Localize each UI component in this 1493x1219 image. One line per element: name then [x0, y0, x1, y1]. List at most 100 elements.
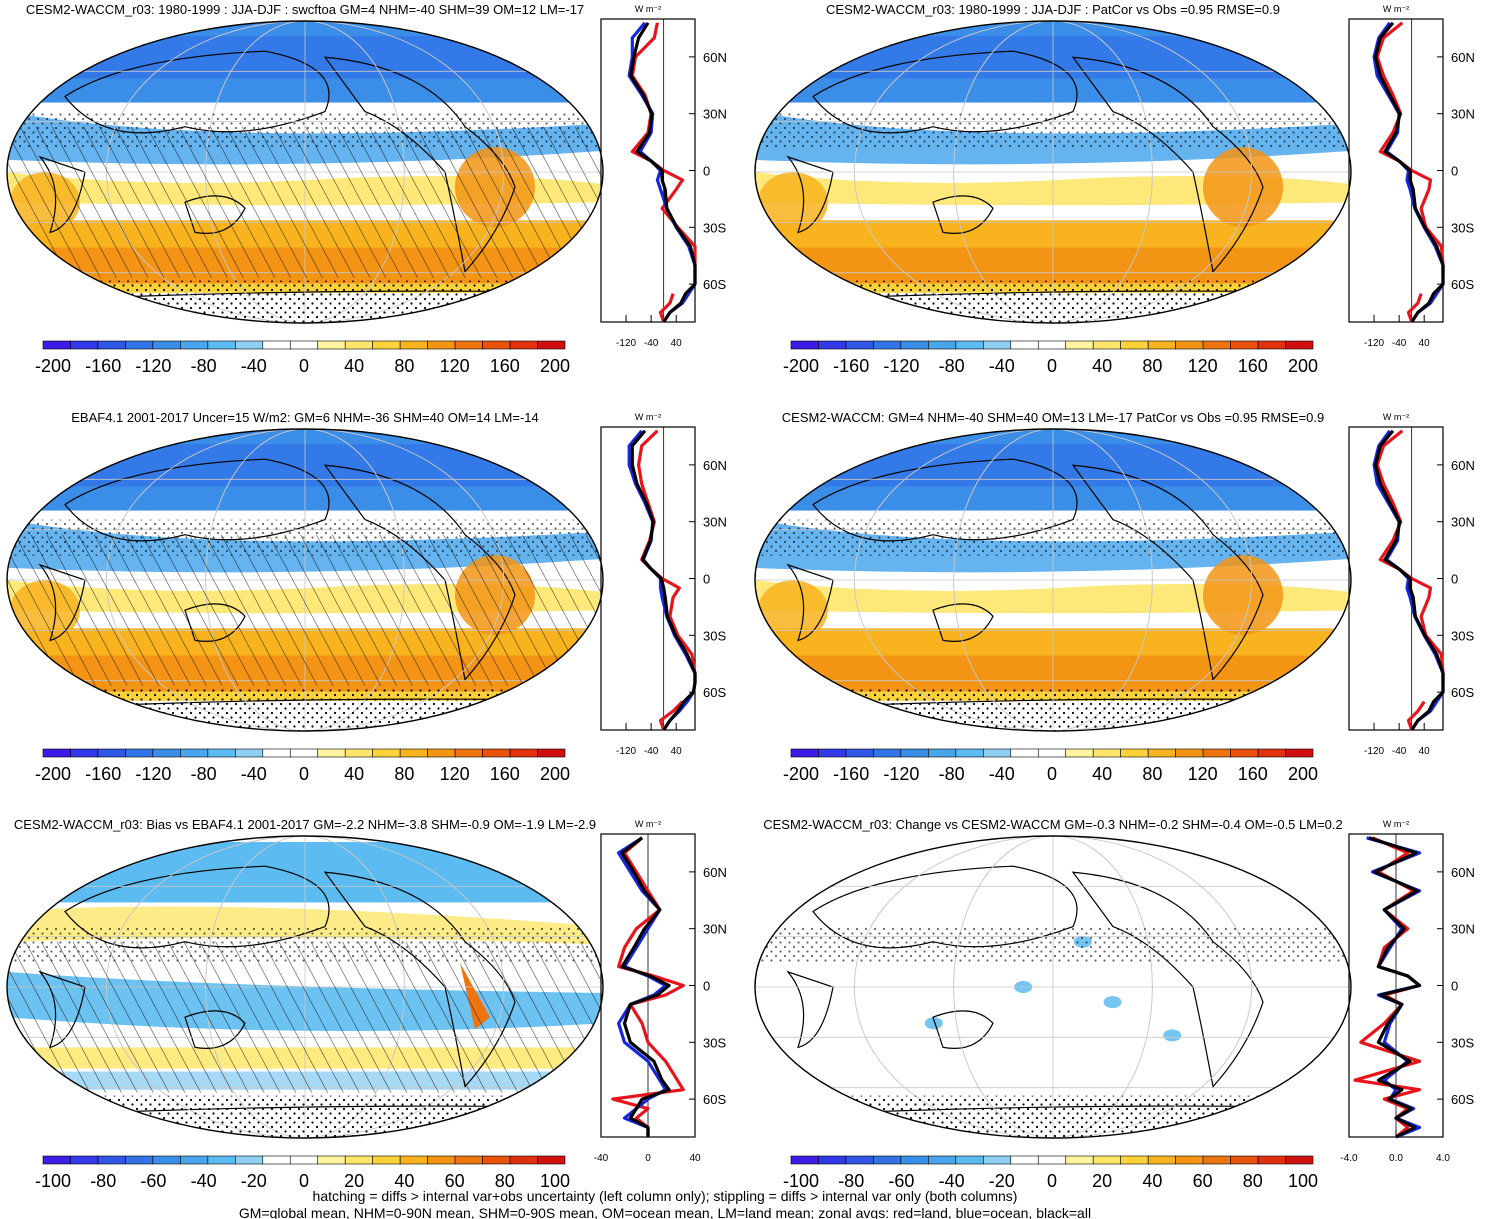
- zonal-units: W m⁻²: [1383, 412, 1409, 422]
- colorbar-swatch: [1065, 748, 1094, 758]
- colorbar-swatch: [262, 1155, 291, 1165]
- colorbar-swatch: [900, 748, 929, 758]
- colorbar-swatch: [427, 1155, 456, 1165]
- colorbar-label: 40: [1142, 1171, 1162, 1191]
- colorbar-label: 40: [394, 1171, 414, 1191]
- colorbar-swatch: [289, 1155, 319, 1165]
- zonal-plot-frame: [1348, 18, 1444, 323]
- colorbar-swatch: [399, 340, 428, 350]
- panel-title: CESM2-WACCM_r03: 1980-1999 : JJA-DJF : s…: [26, 2, 584, 17]
- colorbar-swatch: [97, 1155, 126, 1165]
- colorbar-label: -200: [783, 764, 819, 784]
- lat-tick-label: 0: [1451, 979, 1458, 994]
- zonal-series-all: [1374, 429, 1445, 731]
- colorbar-swatch: [317, 1155, 346, 1165]
- lat-tick-label: 60N: [703, 865, 727, 880]
- coastline: [786, 563, 834, 642]
- colorbar-label: 80: [1142, 356, 1162, 376]
- colorbar-swatch: [152, 340, 181, 350]
- colorbar-label: 60: [1193, 1171, 1213, 1191]
- lat-tick-label: 60S: [703, 1092, 726, 1107]
- colorbar-label: -40: [241, 764, 267, 784]
- colorbar-label: 160: [1238, 356, 1268, 376]
- colorbar-swatch: [1230, 1155, 1259, 1165]
- colorbar-label: 80: [1142, 764, 1162, 784]
- colorbar-swatch: [1147, 340, 1176, 350]
- map-outline: [6, 835, 604, 1139]
- lat-tick-label: 30S: [703, 628, 726, 643]
- zonal-x-tick-label: -40: [594, 1153, 609, 1164]
- colorbar-label: 160: [1238, 764, 1268, 784]
- colorbar-swatch: [1037, 340, 1067, 350]
- colorbar-swatch: [900, 1155, 929, 1165]
- colorbar-swatch: [1092, 748, 1121, 758]
- lat-tick-label: 30N: [703, 515, 727, 530]
- colorbar-swatch: [70, 748, 99, 758]
- colorbar-label: -160: [833, 764, 869, 784]
- colorbar-label: -80: [939, 356, 965, 376]
- lat-tick-label: 30N: [1451, 922, 1475, 937]
- panel-title: CESM2-WACCM_r03: 1980-1999 : JJA-DJF : P…: [826, 2, 1280, 17]
- zonal-x-tick-label: 0.0: [1389, 1153, 1403, 1164]
- colorbar-label: 160: [490, 356, 520, 376]
- zonal-units: W m⁻²: [635, 4, 661, 14]
- zonal-plot-frame: [600, 426, 696, 731]
- colorbar-swatch: [70, 340, 99, 350]
- colorbar-swatch: [1065, 340, 1094, 350]
- colorbar-label: -120: [135, 356, 171, 376]
- map-field: [755, 429, 1351, 731]
- map-field: [755, 836, 1351, 1138]
- colorbar-label: -80: [939, 764, 965, 784]
- colorbar-swatch: [928, 340, 957, 350]
- zonal-x-tick-label: -120: [616, 746, 636, 757]
- colorbar-label: 0: [1047, 356, 1057, 376]
- colorbar-label: 40: [1092, 764, 1112, 784]
- map-field: [7, 429, 603, 731]
- colorbar-label: 80: [1243, 1171, 1263, 1191]
- panel-swcftoa-diff: CESM2-WACCM_r03: 1980-1999 : JJA-DJF : s…: [6, 2, 727, 376]
- lat-tick-label: 30N: [703, 107, 727, 122]
- panel-title: CESM2-WACCM_r03: Change vs CESM2-WACCM G…: [763, 817, 1343, 832]
- colorbar-label: -80: [191, 356, 217, 376]
- colorbar-swatch: [235, 1155, 264, 1165]
- zonal-series-all: [1368, 836, 1422, 1139]
- lat-tick-label: 60N: [703, 50, 727, 65]
- map-outline: [6, 20, 604, 324]
- colorbar-swatch: [1202, 1155, 1231, 1165]
- colorbar-swatch: [818, 748, 847, 758]
- colorbar-swatch: [207, 748, 236, 758]
- colorbar-swatch: [289, 340, 319, 350]
- zonal-x-tick-label: -120: [1364, 746, 1384, 757]
- coastline: [1071, 464, 1264, 681]
- lat-tick-label: 0: [703, 979, 710, 994]
- zonal-units: W m⁻²: [1383, 819, 1409, 829]
- zonal-x-tick-label: 40: [689, 1153, 701, 1164]
- colorbar-label: -200: [35, 764, 71, 784]
- colorbar-label: 0: [299, 1171, 309, 1191]
- colorbar-label: 200: [1288, 764, 1318, 784]
- colorbar-swatch: [1010, 1155, 1039, 1165]
- colorbar-swatch: [873, 340, 902, 350]
- colorbar-swatch: [482, 340, 511, 350]
- coastline: [1071, 56, 1264, 273]
- colorbar-label: 20: [1092, 1171, 1112, 1191]
- colorbar-swatch: [509, 340, 538, 350]
- colorbar-label: -120: [883, 764, 919, 784]
- colorbar-swatch: [482, 748, 511, 758]
- lat-tick-label: 60N: [1451, 458, 1475, 473]
- zonal-series-all: [630, 429, 697, 731]
- zonal-plot-frame: [600, 18, 696, 323]
- panel-patcor-diff: CESM2-WACCM_r03: 1980-1999 : JJA-DJF : P…: [754, 2, 1475, 376]
- colorbar-label: -100: [35, 1171, 71, 1191]
- colorbar-swatch: [845, 748, 874, 758]
- colorbar-swatch: [983, 340, 1012, 350]
- zonal-x-tick-label: 4.0: [1436, 1153, 1450, 1164]
- colorbar-swatch: [537, 1155, 566, 1165]
- colorbar-label: 80: [394, 356, 414, 376]
- colorbar-swatch: [125, 340, 154, 350]
- colorbar-swatch: [152, 748, 181, 758]
- colorbar-swatch: [344, 340, 373, 350]
- lat-tick-label: 0: [703, 164, 710, 179]
- colorbar-swatch: [983, 748, 1012, 758]
- colorbar-swatch: [1285, 748, 1314, 758]
